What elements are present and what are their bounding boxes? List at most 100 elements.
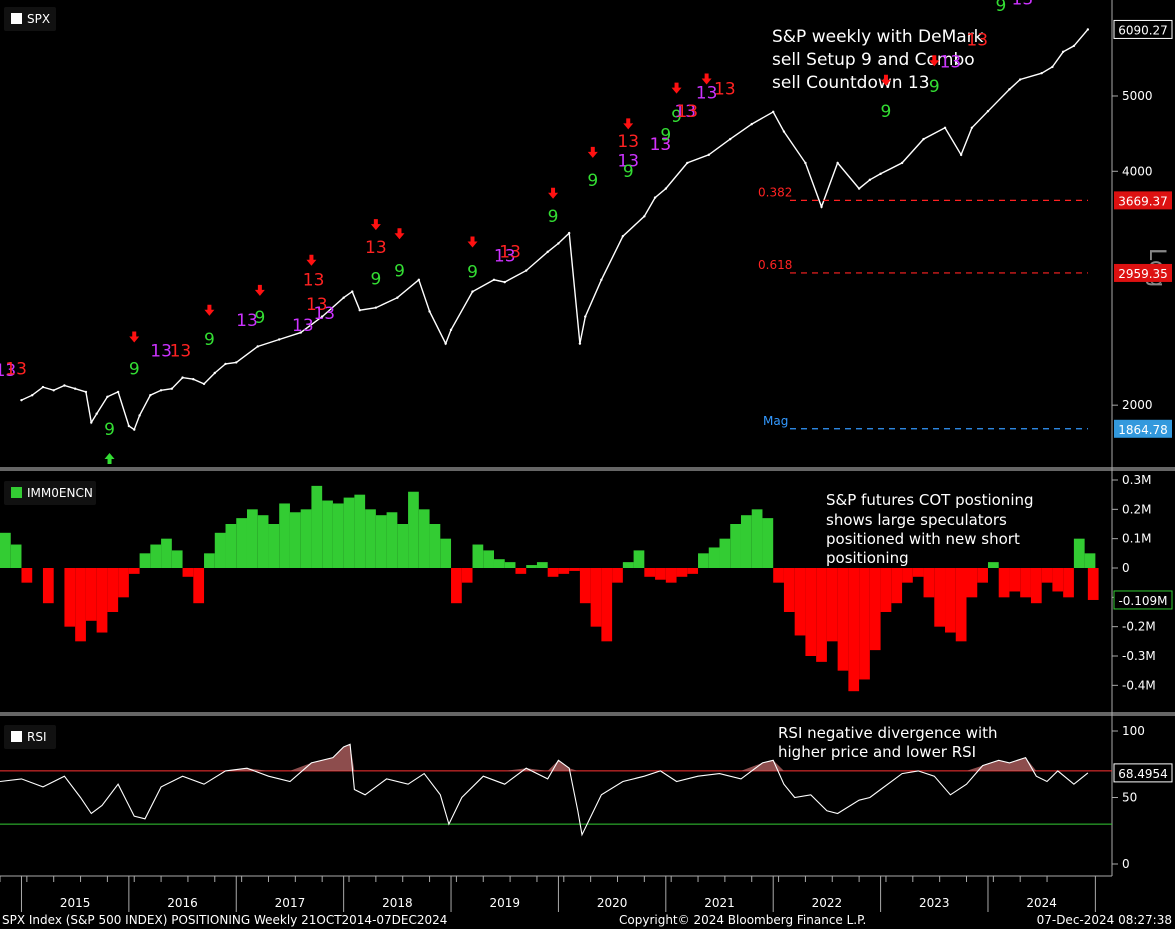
cot-bar: [547, 568, 559, 577]
cot-bar: [386, 512, 398, 568]
spx-price-point: [84, 390, 88, 394]
cot-legend-swatch: [11, 487, 22, 498]
spx-price-point: [1072, 44, 1076, 48]
cot-bar: [579, 568, 591, 604]
spx-price-point: [202, 382, 206, 386]
cot-bar: [483, 550, 494, 568]
rsi-legend-label: RSI: [27, 730, 47, 744]
cot-bar: [472, 544, 484, 568]
cot-bar: [826, 568, 838, 642]
cot-bar: [0, 532, 11, 568]
cot-bar: [622, 562, 634, 568]
cot-bar: [569, 568, 580, 571]
rsi-ytick-label: 50: [1122, 791, 1137, 805]
cot-bar: [128, 568, 140, 574]
level-badge-text-1: 2959.35: [1118, 267, 1168, 281]
demark-count-13: 13: [365, 238, 387, 258]
cot-bar: [365, 509, 376, 568]
level-badge-2: [1114, 419, 1172, 438]
cot-legend[interactable]: IMM0ENCN: [4, 481, 96, 505]
cot-bar: [246, 509, 258, 568]
demark-count-13: 13: [150, 342, 172, 362]
spx-price-point: [90, 421, 93, 424]
sell-arrow-icon: [254, 284, 265, 296]
cot-bar: [1020, 568, 1031, 598]
cot-bar: [118, 568, 129, 598]
sell-arrow-icon: [548, 187, 559, 199]
spx-price-point: [922, 137, 925, 141]
cot-bar: [64, 568, 76, 627]
panel-divider-top[interactable]: [0, 467, 1175, 471]
spx-price-point: [342, 296, 345, 299]
sell-arrow-icon: [929, 55, 940, 67]
cot-bar: [300, 509, 312, 568]
demark-count-9: 9: [254, 308, 265, 328]
spx-legend[interactable]: SPX: [4, 7, 56, 31]
x-year-label: 2022: [812, 896, 843, 910]
cot-bar: [289, 512, 301, 568]
demark-count-9: 9: [623, 162, 634, 182]
demark-count-9: 9: [467, 262, 478, 282]
spx-price-point: [970, 126, 974, 130]
cot-bar: [773, 568, 784, 583]
footer-timestamp: 07-Dec-2024 08:27:38: [1037, 913, 1172, 927]
spx-price-point: [116, 390, 120, 394]
spx-price-point: [986, 109, 990, 113]
cot-bar: [902, 568, 913, 583]
footer-left: SPX Index (S&P 500 INDEX) POSITIONING We…: [2, 913, 447, 927]
cot-ytick-label: 0.1M: [1122, 532, 1151, 546]
cot-bar: [85, 568, 97, 621]
cot-bar: [644, 568, 656, 577]
panel-divider-bottom[interactable]: [0, 712, 1175, 716]
cot-bar: [225, 524, 237, 568]
spx-last-value: 6090.27: [1118, 23, 1168, 37]
price-note-line-2: sell Setup 9 and Combo: [772, 50, 975, 70]
spx-price-point: [820, 205, 823, 209]
sell-arrow-icon: [370, 219, 381, 231]
cot-bar: [408, 491, 419, 568]
cot-last-badge: [1113, 590, 1173, 610]
cot-bar: [1052, 568, 1064, 592]
cot-bar: [966, 568, 978, 598]
cot-bar: [730, 524, 741, 568]
level-badge-1: [1114, 263, 1172, 282]
spx-price-point: [149, 393, 152, 397]
cot-bar: [719, 538, 731, 568]
x-year-label: 2020: [597, 896, 628, 910]
demark-count-9: 9: [394, 261, 405, 281]
level-label-1: 0.618: [758, 258, 792, 272]
cot-bar: [859, 568, 870, 680]
cot-bar: [75, 568, 86, 642]
price-note-line-1: S&P weekly with DeMark: [772, 27, 984, 47]
rsi-panel: 0 50 100 68.4954: [0, 724, 1173, 871]
spx-price-point: [41, 385, 45, 389]
level-label-0: 0.382: [758, 185, 792, 199]
cot-note-line-2: shows large speculators: [826, 511, 1007, 529]
spx-price-point: [600, 278, 603, 281]
cot-bar: [257, 515, 269, 568]
spx-price-point: [879, 172, 882, 176]
level-badge-text-2: 1864.78: [1118, 423, 1168, 437]
cot-bar: [493, 559, 505, 568]
demark-count-9: 9: [929, 77, 940, 97]
demark-count-13: 13: [676, 102, 698, 122]
cot-bar: [837, 568, 849, 671]
spx-price-point: [396, 296, 399, 299]
cot-bar: [955, 568, 967, 642]
spx-price-point: [351, 290, 354, 293]
cot-bar: [676, 568, 688, 577]
cot-bar: [998, 568, 1010, 598]
x-year-label: 2016: [167, 896, 198, 910]
spx-price-point: [73, 387, 77, 390]
spx-price-point: [503, 280, 506, 284]
spx-price-point: [256, 345, 259, 348]
rsi-legend[interactable]: RSI: [4, 725, 56, 749]
spx-price-point: [444, 342, 447, 345]
cot-bar: [1030, 568, 1042, 604]
spx-price-point: [192, 377, 195, 381]
rsi-ytick-label: 100: [1122, 724, 1145, 738]
spx-price-point: [686, 161, 689, 165]
demark-count-13: 13: [674, 102, 696, 122]
sell-arrow-icon: [623, 118, 634, 130]
x-year-label: 2018: [382, 896, 413, 910]
